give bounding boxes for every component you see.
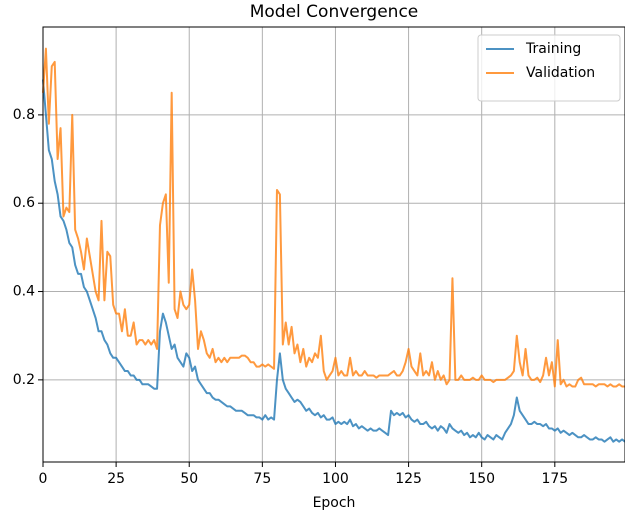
legend-label: Training (525, 41, 581, 57)
legend-label: Validation (526, 65, 595, 81)
x-tick-label: 75 (253, 471, 271, 487)
y-tick-label: 0.2 (13, 372, 35, 388)
x-tick-label: 0 (39, 471, 48, 487)
y-tick-label: 0.8 (13, 107, 35, 123)
x-tick-label: 175 (541, 471, 568, 487)
series-line (42, 47, 625, 388)
x-tick-label: 100 (322, 471, 349, 487)
x-axis-label: Epoch (313, 495, 356, 511)
x-tick-label: 50 (180, 471, 198, 487)
y-tick-label: 0.4 (13, 284, 35, 300)
x-tick-label: 150 (468, 471, 495, 487)
plot-frame (42, 26, 625, 463)
legend-box (477, 34, 621, 102)
x-tick-label: 125 (395, 471, 422, 487)
chart-title: Model Convergence (250, 2, 419, 22)
series-line (42, 79, 625, 443)
x-tick-label: 25 (107, 471, 125, 487)
y-tick-label: 0.6 (13, 195, 35, 211)
